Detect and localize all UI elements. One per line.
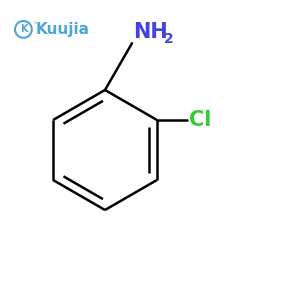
Text: NH: NH (134, 22, 168, 42)
Text: °: ° (33, 22, 37, 28)
Text: K: K (20, 24, 27, 34)
Text: Kuujia: Kuujia (35, 22, 89, 37)
Text: Cl: Cl (189, 110, 212, 130)
Text: 2: 2 (164, 32, 173, 46)
